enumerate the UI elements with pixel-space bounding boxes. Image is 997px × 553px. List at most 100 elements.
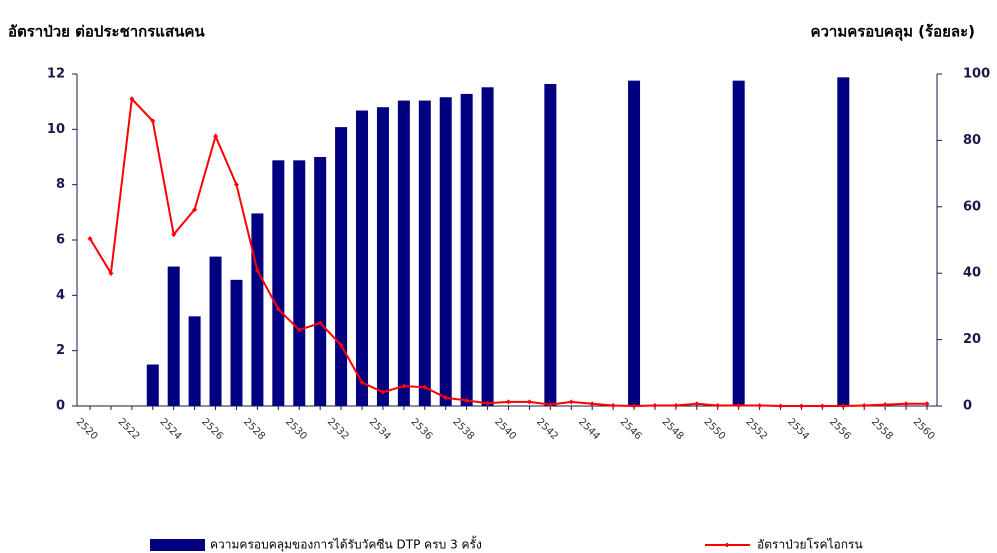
x-tick-label: 2528 — [241, 416, 267, 442]
line-marker — [798, 403, 804, 409]
y2-tick-label: 40 — [963, 266, 981, 281]
y-tick-label: 10 — [47, 122, 65, 137]
line-marker — [213, 133, 219, 139]
legend-swatch — [150, 539, 205, 551]
line-marker — [233, 182, 239, 188]
y-tick-label: 4 — [56, 288, 65, 303]
bar — [188, 316, 201, 406]
line-marker — [924, 401, 930, 407]
y2-tick-label: 20 — [963, 332, 981, 347]
line-marker — [108, 270, 114, 276]
line-marker — [317, 320, 323, 326]
x-tick-label: 2532 — [325, 416, 351, 442]
x-tick-label: 2554 — [785, 416, 811, 442]
line-marker — [778, 403, 784, 409]
bar — [146, 364, 159, 406]
line-marker — [443, 395, 449, 401]
y-tick-label: 0 — [56, 399, 65, 414]
bar — [628, 80, 641, 406]
line-marker — [464, 397, 470, 403]
x-tick-label: 2548 — [660, 416, 686, 442]
bar — [356, 110, 369, 407]
line-marker — [694, 401, 700, 407]
bar — [397, 100, 410, 406]
bar — [251, 213, 264, 406]
y2-tick-label: 100 — [963, 67, 990, 82]
line-marker — [171, 231, 177, 237]
y-tick-label: 6 — [56, 233, 65, 248]
bar — [293, 160, 306, 406]
line-marker — [526, 399, 532, 405]
line-marker — [568, 399, 574, 405]
legend-marker — [724, 542, 730, 548]
line-marker — [485, 400, 491, 406]
x-tick-label: 2560 — [911, 416, 937, 442]
y-axis-title: อัตราป่วย ต่อประชากรแสนคน — [8, 23, 205, 41]
x-tick-label: 2536 — [409, 416, 435, 442]
line-marker — [631, 403, 637, 409]
x-tick-label: 2538 — [450, 416, 476, 442]
x-tick-label: 2534 — [367, 416, 393, 442]
legend-label: อัตราป่วยโรคไอกรน — [757, 538, 863, 552]
x-tick-label: 2530 — [283, 416, 309, 442]
x-tick-label: 2542 — [534, 416, 560, 442]
line-marker — [547, 402, 553, 408]
line-marker — [401, 383, 407, 389]
x-tick-label: 2546 — [618, 416, 644, 442]
line-marker — [903, 401, 909, 407]
x-tick-label: 2558 — [869, 416, 895, 442]
line-marker — [192, 207, 198, 213]
bar — [544, 83, 557, 407]
y2-axis-title: ความครอบคลุม (ร้อยละ) — [810, 23, 975, 42]
bar — [272, 160, 285, 406]
line-marker — [380, 389, 386, 395]
line-marker — [254, 267, 260, 273]
x-tick-label: 2550 — [702, 416, 728, 442]
line-marker — [275, 306, 281, 312]
line-marker — [610, 402, 616, 408]
bar — [439, 97, 452, 407]
line-marker — [736, 402, 742, 408]
bar — [230, 279, 243, 406]
y-tick-label: 2 — [56, 343, 65, 358]
line-marker — [359, 379, 365, 385]
bar — [460, 93, 473, 407]
line-marker — [819, 403, 825, 409]
line-marker — [840, 403, 846, 409]
x-tick-label: 2540 — [492, 416, 518, 442]
bar — [314, 157, 327, 406]
bar — [418, 100, 431, 406]
line-marker — [422, 384, 428, 390]
y2-tick-label: 0 — [963, 399, 972, 414]
line-marker — [150, 118, 156, 124]
bar — [837, 77, 850, 406]
x-tick-label: 2552 — [743, 416, 769, 442]
y-tick-label: 12 — [47, 67, 65, 82]
line-marker — [296, 327, 302, 333]
bar — [376, 107, 389, 406]
bar — [167, 266, 180, 406]
x-tick-label: 2522 — [116, 416, 142, 442]
line-marker — [129, 96, 135, 102]
line-marker — [715, 402, 721, 408]
y2-tick-label: 60 — [963, 199, 981, 214]
x-tick-label: 2544 — [576, 416, 602, 442]
bar — [209, 256, 222, 406]
x-tick-label: 2520 — [74, 416, 100, 442]
line-marker — [87, 236, 93, 242]
line-marker — [757, 402, 763, 408]
line-marker — [882, 402, 888, 408]
y2-tick-label: 80 — [963, 133, 981, 148]
y-tick-label: 8 — [56, 177, 65, 192]
line-marker — [589, 401, 595, 407]
line-marker — [673, 402, 679, 408]
bar — [732, 80, 745, 406]
x-tick-label: 2556 — [827, 416, 853, 442]
line-marker — [861, 402, 867, 408]
x-tick-label: 2526 — [199, 416, 225, 442]
bar — [481, 87, 494, 406]
legend-label: ความครอบคลุมของการได้รับวัคซีน DTP ครบ 3… — [210, 536, 482, 553]
x-tick-label: 2524 — [157, 416, 183, 442]
line-marker — [652, 402, 658, 408]
